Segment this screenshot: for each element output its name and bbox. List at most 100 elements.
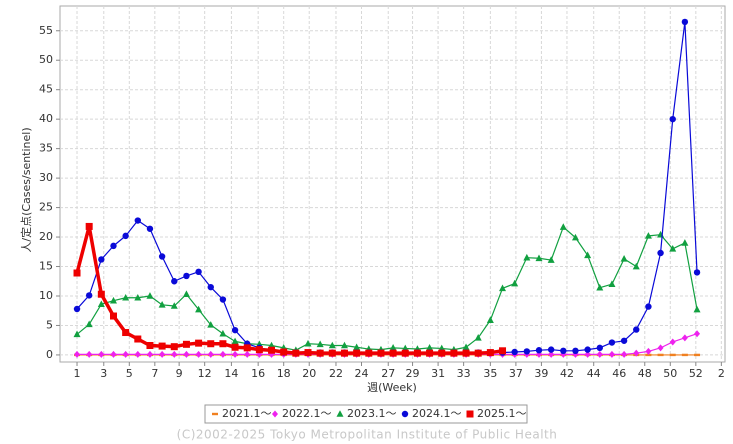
y-tick-label: 0: [46, 348, 53, 361]
point: [134, 335, 142, 343]
point: [73, 330, 81, 338]
point: [584, 350, 591, 358]
y-tick-label: 30: [39, 171, 53, 184]
x-tick-label: 24: [354, 367, 368, 380]
point: [547, 256, 555, 263]
point: [231, 326, 239, 334]
legend-marker: [212, 412, 218, 416]
point: [620, 255, 628, 262]
point: [584, 251, 592, 259]
x-tick-label: 29: [406, 367, 420, 380]
point: [195, 305, 203, 313]
point: [681, 334, 688, 342]
x-tick-label: 48: [638, 367, 652, 380]
point: [645, 347, 652, 355]
point: [122, 293, 130, 301]
point: [438, 349, 446, 357]
point: [280, 348, 288, 356]
point: [694, 330, 701, 338]
point: [621, 350, 628, 358]
point: [571, 233, 579, 241]
point: [328, 349, 336, 357]
point: [694, 353, 701, 357]
point: [669, 353, 676, 357]
x-tick-label: 12: [198, 367, 212, 380]
x-tick-label: 31: [431, 367, 445, 380]
point: [207, 350, 214, 358]
legend-label: 2023.1～: [347, 407, 397, 420]
x-tick-label: 16: [251, 367, 265, 380]
point: [681, 353, 688, 357]
point: [109, 312, 117, 320]
point: [401, 344, 409, 352]
point: [328, 341, 336, 349]
point: [693, 305, 701, 313]
point: [97, 290, 105, 298]
point: [486, 349, 494, 357]
point: [243, 344, 251, 352]
y-tick-label: 5: [46, 318, 53, 331]
point: [547, 346, 555, 353]
point: [596, 283, 604, 291]
point: [669, 245, 677, 252]
point: [596, 350, 603, 358]
x-tick-label: 35: [483, 367, 497, 380]
point: [207, 283, 214, 291]
point: [182, 290, 190, 298]
point: [413, 349, 421, 357]
point: [657, 249, 664, 257]
point: [632, 262, 640, 270]
point: [693, 269, 701, 276]
point: [608, 339, 616, 346]
point: [548, 350, 555, 358]
point: [98, 350, 105, 358]
point: [340, 341, 348, 349]
point: [633, 349, 640, 357]
point: [195, 350, 202, 358]
point: [462, 343, 470, 351]
x-tick-label: 37: [509, 367, 523, 380]
point: [523, 253, 531, 261]
point: [219, 350, 226, 358]
point: [645, 303, 652, 310]
point: [474, 349, 482, 357]
point: [377, 349, 385, 357]
point: [207, 321, 215, 328]
x-tick-label: 50: [663, 367, 677, 380]
point: [511, 348, 518, 356]
point: [122, 350, 129, 358]
point: [183, 350, 190, 358]
point: [170, 302, 178, 309]
point: [474, 334, 482, 341]
x-tick-label: 52: [689, 367, 703, 380]
point: [195, 268, 202, 276]
point: [499, 284, 507, 292]
point: [109, 296, 117, 304]
point: [219, 329, 227, 337]
y-tick-label: 45: [39, 83, 53, 96]
legend-marker: [272, 410, 278, 418]
y-tick-label: 25: [39, 201, 53, 214]
point: [98, 256, 105, 263]
x-tick-label: 5: [126, 367, 133, 380]
y-tick-label: 10: [39, 289, 53, 302]
point: [85, 292, 93, 299]
point: [645, 353, 652, 357]
point: [584, 346, 591, 353]
point: [146, 350, 153, 358]
plot-area: [59, 5, 726, 363]
x-tick-label: 46: [612, 367, 626, 380]
point: [122, 329, 130, 337]
y-tick-label: 50: [39, 53, 53, 66]
point: [159, 350, 166, 358]
point: [596, 344, 603, 352]
point: [268, 341, 276, 349]
point: [158, 342, 166, 350]
legend-box: [204, 404, 528, 424]
x-tick-label: 33: [457, 367, 471, 380]
point: [365, 349, 373, 357]
point: [450, 349, 458, 357]
point: [353, 343, 361, 351]
footer: (C)2002-2025 Tokyo Metropolitan Institut…: [177, 428, 558, 442]
point: [232, 350, 239, 358]
